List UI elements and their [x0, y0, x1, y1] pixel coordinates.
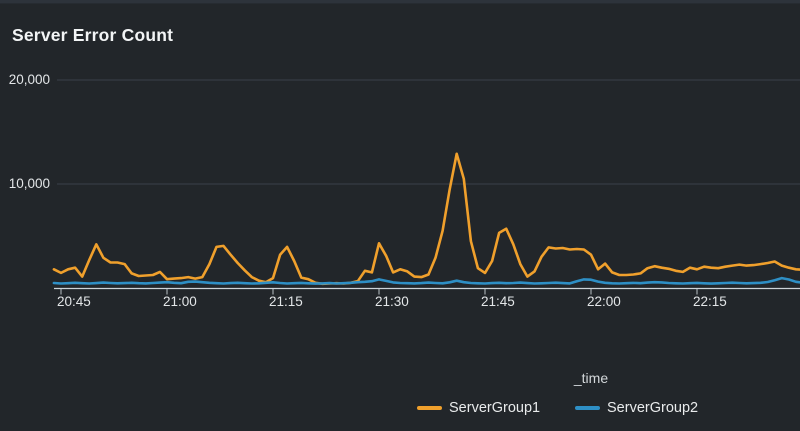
- panel-title: Server Error Count: [12, 25, 174, 45]
- y-axis-tick-label: 10,000: [8, 176, 50, 191]
- series-line-servergroup2[interactable]: [52, 276, 800, 285]
- panel-top-border: [0, 0, 800, 4]
- x-axis-tick-label: 20:45: [57, 294, 91, 309]
- legend-item-servergroup2[interactable]: ServerGroup2: [575, 399, 698, 417]
- legend-swatch-servergroup1-icon: [417, 406, 442, 410]
- x-axis-tick-label: 22:00: [587, 294, 621, 309]
- x-axis-tick-label: 21:45: [481, 294, 515, 309]
- x-axis-title: _time: [573, 370, 609, 386]
- x-axis-tick-label: 21:30: [375, 294, 409, 309]
- legend-label-servergroup2: ServerGroup2: [607, 400, 699, 416]
- legend-item-servergroup1[interactable]: ServerGroup1: [417, 399, 540, 417]
- x-axis-tick-label: 21:00: [163, 294, 197, 309]
- y-axis-tick-label: 20,000: [8, 72, 50, 87]
- series-line-servergroup1[interactable]: [52, 152, 800, 286]
- x-axis-tick-label: 22:15: [693, 294, 727, 309]
- legend-swatch-servergroup2-icon: [575, 406, 600, 410]
- x-axis-tick-label: 21:15: [269, 294, 303, 309]
- legend-label-servergroup1: ServerGroup1: [449, 400, 541, 416]
